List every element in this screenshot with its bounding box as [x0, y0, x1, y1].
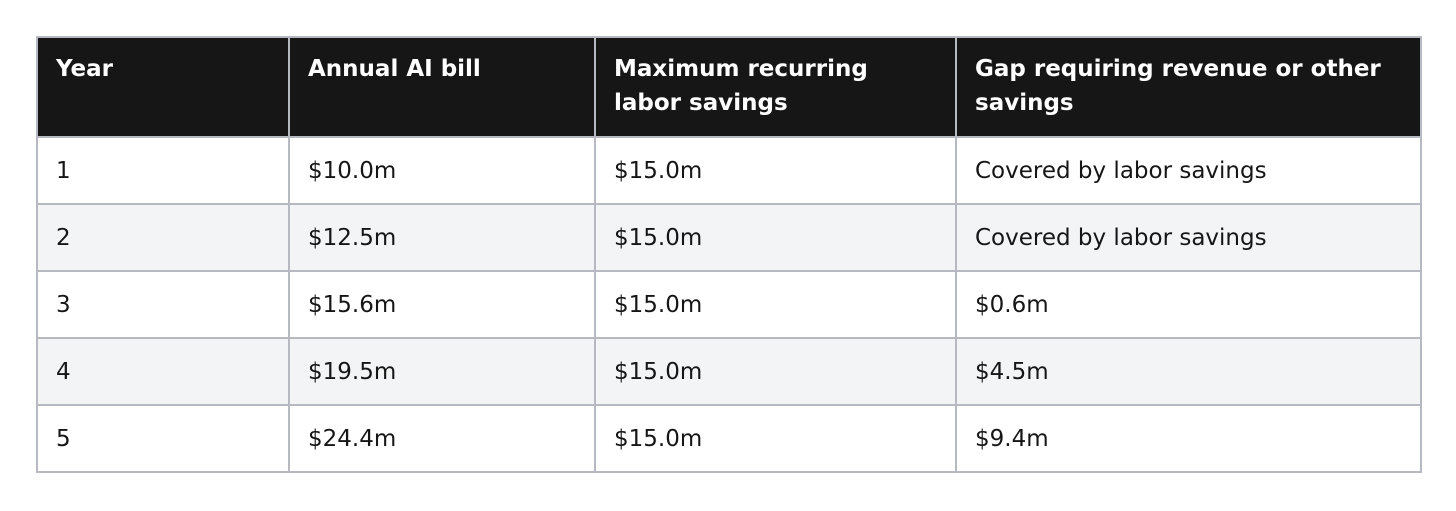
- cell-year: 4: [36, 337, 290, 406]
- cell-labor-savings: $15.0m: [594, 136, 957, 205]
- cell-gap: Covered by labor savings: [955, 136, 1422, 205]
- cell-labor-savings: $15.0m: [594, 270, 957, 339]
- cell-gap: Covered by labor savings: [955, 203, 1422, 272]
- table-container: Year Annual AI bill Maximum recurring la…: [36, 36, 1422, 473]
- table-row: 5 $24.4m $15.0m $9.4m: [36, 404, 1422, 473]
- cell-labor-savings: $15.0m: [594, 404, 957, 473]
- table-header: Year Annual AI bill Maximum recurring la…: [36, 36, 1422, 138]
- cell-gap: $4.5m: [955, 337, 1422, 406]
- cell-ai-bill: $15.6m: [288, 270, 596, 339]
- table-row: 1 $10.0m $15.0m Covered by labor savings: [36, 136, 1422, 205]
- cell-gap: $9.4m: [955, 404, 1422, 473]
- header-row: Year Annual AI bill Maximum recurring la…: [36, 36, 1422, 138]
- cell-year: 1: [36, 136, 290, 205]
- header-gap: Gap requiring revenue or other savings: [955, 36, 1422, 138]
- table-body: 1 $10.0m $15.0m Covered by labor savings…: [36, 136, 1422, 473]
- cell-ai-bill: $10.0m: [288, 136, 596, 205]
- cell-ai-bill: $12.5m: [288, 203, 596, 272]
- table-row: 2 $12.5m $15.0m Covered by labor savings: [36, 203, 1422, 272]
- cell-labor-savings: $15.0m: [594, 337, 957, 406]
- cell-ai-bill: $24.4m: [288, 404, 596, 473]
- cell-year: 3: [36, 270, 290, 339]
- table-row: 4 $19.5m $15.0m $4.5m: [36, 337, 1422, 406]
- header-year: Year: [36, 36, 290, 138]
- header-annual-ai-bill: Annual AI bill: [288, 36, 596, 138]
- header-max-labor-savings: Maximum recurring labor savings: [594, 36, 957, 138]
- cell-labor-savings: $15.0m: [594, 203, 957, 272]
- cell-year: 2: [36, 203, 290, 272]
- table-row: 3 $15.6m $15.0m $0.6m: [36, 270, 1422, 339]
- cell-year: 5: [36, 404, 290, 473]
- cell-gap: $0.6m: [955, 270, 1422, 339]
- ai-bill-table: Year Annual AI bill Maximum recurring la…: [36, 36, 1422, 473]
- cell-ai-bill: $19.5m: [288, 337, 596, 406]
